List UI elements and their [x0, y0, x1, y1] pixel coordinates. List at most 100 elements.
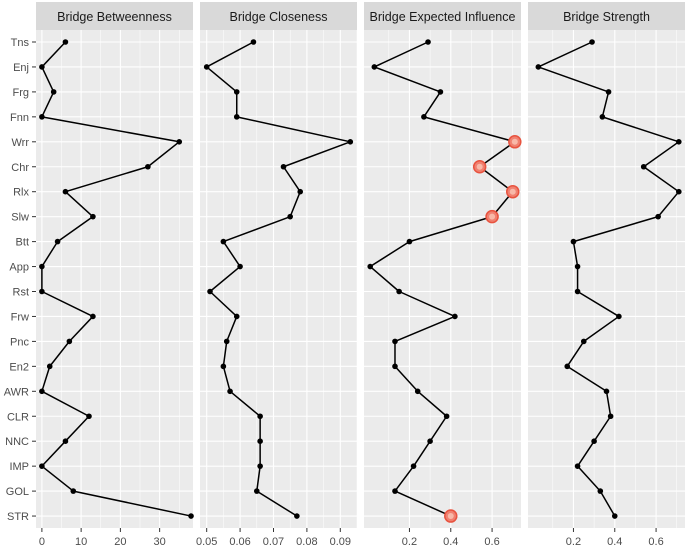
panel-strip	[200, 2, 357, 30]
data-point-rlx	[62, 188, 69, 195]
data-point-tns	[250, 39, 257, 45]
data-point-pnc	[580, 338, 587, 345]
panel-background	[528, 30, 685, 528]
x-tick-label: 0.09	[330, 536, 351, 548]
y-tick-label-rst: Rst	[13, 287, 30, 299]
y-tick-label-wrr: Wrr	[11, 137, 29, 149]
data-point-app	[574, 263, 581, 270]
data-point-rst	[39, 288, 45, 295]
data-point-rst	[574, 288, 581, 295]
data-point-tns	[425, 39, 431, 45]
y-tick-label-frg: Frg	[13, 87, 30, 99]
x-tick-label: 0.6	[484, 536, 499, 548]
data-point-frg	[437, 89, 444, 95]
panel-background	[36, 30, 193, 528]
panel-strip	[36, 2, 193, 30]
data-point-imp	[257, 463, 263, 469]
data-point-fnn	[421, 114, 427, 120]
data-point-chr	[145, 163, 151, 170]
series-line	[369, 41, 516, 517]
data-point-app	[39, 263, 45, 270]
data-point-nnc	[62, 438, 69, 445]
data-point-nnc	[591, 438, 597, 445]
data-point-btt	[54, 238, 61, 245]
y-tick-label-app: App	[9, 262, 29, 274]
data-point-awr	[414, 388, 421, 395]
x-tick-label: 0.08	[296, 536, 317, 548]
data-point-enj	[371, 64, 378, 70]
data-point-en2	[220, 363, 227, 370]
y-tick-label-rlx: Rlx	[13, 187, 29, 199]
data-point-frw	[233, 313, 240, 320]
data-point-rlx	[297, 188, 304, 195]
data-point-awr	[603, 388, 610, 395]
data-point-pnc	[223, 338, 230, 345]
x-tick-label: 30	[154, 536, 166, 548]
data-point-gol	[392, 488, 398, 494]
y-tick-label-str: STR	[7, 511, 29, 523]
data-point-pnc	[392, 338, 398, 345]
panel-title: Bridge Betweenness	[57, 10, 172, 24]
y-tick-label-chr: Chr	[11, 162, 29, 174]
data-point-btt	[220, 238, 227, 245]
data-point-gol	[253, 488, 260, 494]
data-point-gol	[597, 488, 604, 494]
y-tick-label-fnn: Fnn	[10, 112, 29, 124]
y-tick-label-gol: GOL	[6, 486, 29, 498]
data-point-frg	[50, 89, 57, 95]
data-point-chr	[640, 163, 647, 170]
y-tick-label-enj: Enj	[13, 62, 29, 74]
panel-3: Bridge Expected Influence 0.2 0.4 0.6	[364, 2, 522, 548]
data-point-tns	[589, 39, 595, 45]
panel-strip	[364, 2, 521, 30]
panel-title: Bridge Closeness	[230, 10, 328, 24]
data-point-str	[611, 513, 618, 519]
y-tick-label-imp: IMP	[9, 461, 29, 473]
panel-4: Bridge Strength 0.2 0.4 0.6	[528, 2, 685, 548]
data-point-rlx	[676, 188, 682, 195]
y-tick-label-tns: Tns	[11, 37, 30, 49]
y-tick-label-clr: CLR	[7, 411, 29, 423]
data-point-wrr	[347, 139, 354, 145]
highlight-point-core	[511, 138, 518, 145]
data-point-nnc	[427, 438, 433, 445]
panel-strip	[528, 2, 685, 30]
y-tick-label-slw: Slw	[11, 212, 29, 224]
highlight-point-core	[476, 163, 483, 170]
data-point-gol	[70, 488, 77, 494]
y-tick-label-frw: Frw	[11, 311, 29, 323]
data-point-frw	[616, 313, 622, 320]
data-point-str	[294, 513, 300, 519]
data-point-wrr	[176, 139, 183, 145]
data-point-awr	[227, 388, 233, 395]
data-point-rst	[396, 288, 402, 295]
data-point-str	[188, 513, 194, 519]
data-point-frg	[605, 89, 612, 95]
y-tick-label-awr: AWR	[4, 386, 29, 398]
data-point-en2	[564, 363, 571, 370]
x-tick-label: 0.4	[607, 536, 622, 548]
y-tick-label-pnc: Pnc	[10, 336, 29, 348]
panel-background	[364, 30, 521, 528]
data-point-nnc	[257, 438, 263, 445]
data-point-awr	[39, 388, 45, 395]
data-point-slw	[655, 213, 661, 220]
data-point-rst	[207, 288, 213, 295]
x-tick-label: 0.06	[229, 536, 250, 548]
data-point-imp	[39, 463, 45, 469]
data-point-fnn	[599, 114, 606, 120]
chart-panels: Bridge Betweenness 0 10 20 30 Bridge Closenes…	[36, 2, 685, 548]
data-point-en2	[46, 363, 53, 370]
data-point-frw	[452, 313, 458, 320]
data-point-enj	[535, 64, 542, 70]
x-tick-label: 0.05	[196, 536, 217, 548]
panel-2: Bridge Closeness 0.05 0.06 0.07 0.08 0.09	[196, 2, 358, 548]
highlight-point-core	[447, 513, 454, 520]
x-tick-label: 10	[75, 536, 87, 548]
data-point-btt	[406, 238, 413, 245]
data-point-imp	[574, 463, 581, 469]
data-point-chr	[280, 163, 287, 170]
series-line	[41, 41, 192, 517]
data-point-enj	[203, 64, 210, 70]
